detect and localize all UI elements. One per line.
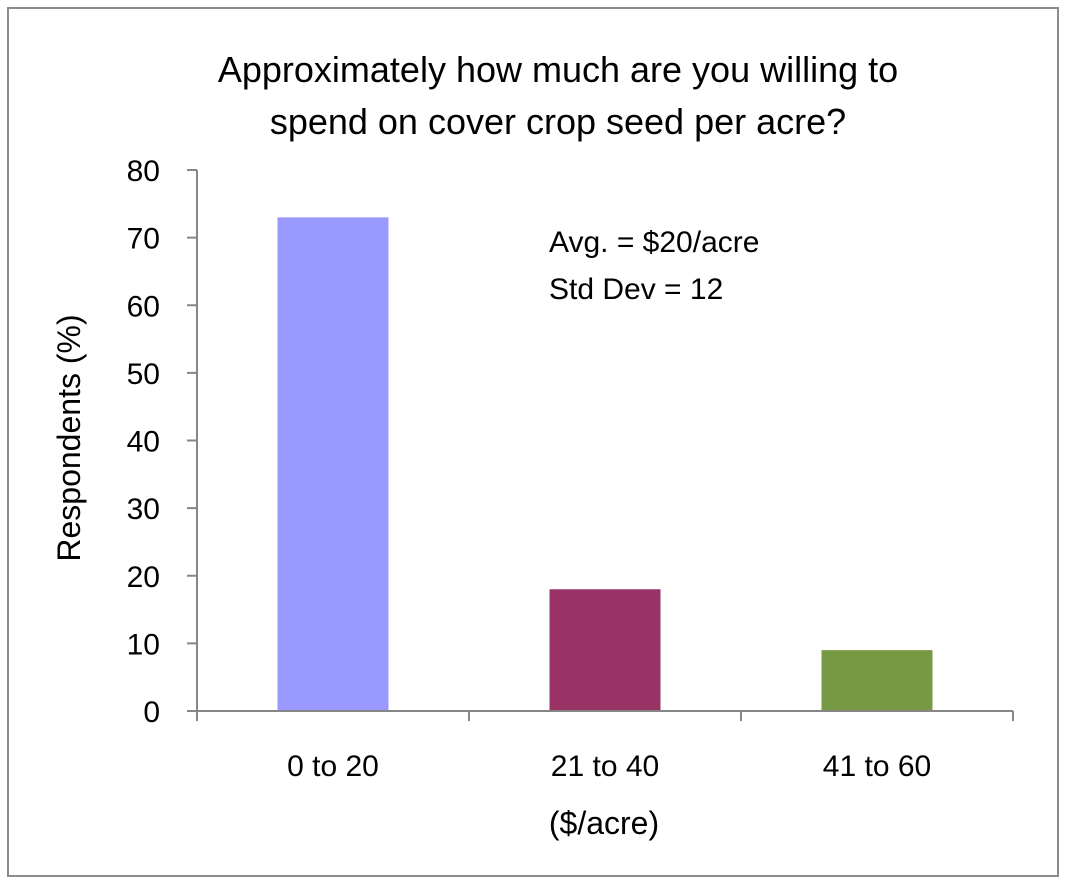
bars-group	[277, 217, 933, 711]
y-tick-label: 0	[143, 696, 160, 729]
chart-title-line-2: spend on cover crop seed per acre?	[270, 101, 846, 142]
annotation-std-dev: Std Dev = 12	[549, 273, 723, 306]
y-tick-label: 80	[127, 155, 160, 188]
y-tick-label: 50	[127, 358, 160, 391]
y-tick-label: 70	[127, 223, 160, 256]
y-ticks-group: 0 10 20 30 40 50 60 70 80	[127, 155, 197, 729]
y-tick-label: 10	[127, 628, 160, 661]
x-tick-label: 41 to 60	[823, 750, 931, 783]
chart-frame	[7, 7, 1059, 877]
bar	[549, 589, 661, 711]
y-tick-label: 40	[127, 426, 160, 459]
bar	[821, 650, 933, 711]
y-tick-label: 60	[127, 290, 160, 323]
x-axis-label: ($/acre)	[549, 805, 659, 841]
y-tick-label: 30	[127, 493, 160, 526]
y-tick-label: 20	[127, 561, 160, 594]
x-tick-label: 21 to 40	[551, 750, 659, 783]
chart-title-line-1: Approximately how much are you willing t…	[218, 49, 898, 90]
annotation-avg: Avg. = $20/acre	[549, 226, 759, 259]
bar	[277, 217, 389, 711]
x-ticks-group: 0 to 20 21 to 40 41 to 60	[196, 711, 1014, 783]
x-tick-label: 0 to 20	[287, 750, 379, 783]
y-axis-label: Respondents (%)	[51, 314, 87, 561]
